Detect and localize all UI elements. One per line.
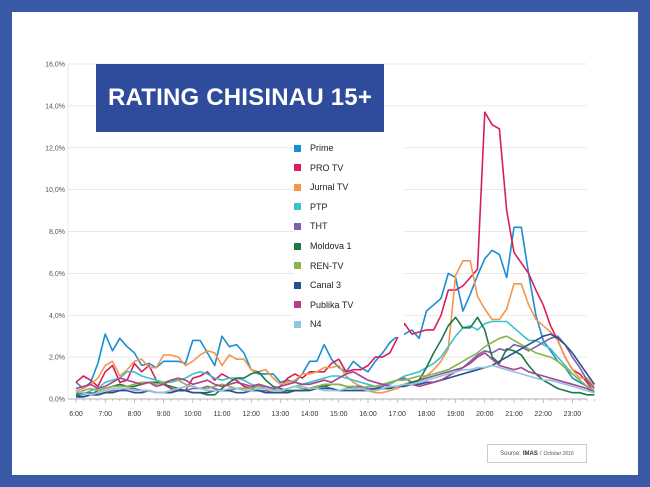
y-tick-label: 12,0% — [45, 145, 65, 152]
legend-item: THT — [294, 219, 328, 233]
legend-swatch — [294, 242, 301, 250]
y-tick-label: 6,0% — [49, 271, 65, 278]
y-tick-label: 2,0% — [49, 355, 65, 362]
legend-label: Canal 3 — [310, 280, 342, 291]
x-tick-label: 18:00 — [418, 411, 436, 418]
x-tick-label: 22:00 — [534, 411, 552, 418]
legend-item: Publika TV — [294, 298, 353, 312]
x-tick-label: 19:00 — [447, 411, 465, 418]
legend-item: REN-TV — [294, 259, 344, 273]
legend-item: PRO TV — [294, 161, 343, 175]
x-tick-label: 15:00 — [330, 411, 348, 418]
legend-swatch — [294, 262, 301, 270]
legend-item: Prime — [294, 141, 334, 155]
chart-title-box: RATING CHISINAU 15+ — [96, 64, 384, 132]
x-tick-label: 17:00 — [388, 411, 406, 418]
source-prefix: Source: — [500, 450, 521, 457]
y-tick-label: 10,0% — [45, 187, 65, 194]
series-line-publika-tv — [75, 352, 595, 394]
x-tick-label: 7:00 — [98, 411, 112, 418]
series-line-prime — [75, 226, 595, 394]
x-tick-label: 14:00 — [301, 411, 319, 418]
source-name: IMAS — [522, 450, 538, 457]
legend-label: REN-TV — [310, 260, 344, 271]
legend-swatch — [294, 203, 301, 211]
series-line-jurnal-tv — [75, 259, 595, 394]
y-tick-label: 16,0% — [45, 62, 65, 69]
legend-item: Moldova 1 — [294, 239, 352, 253]
legend-swatch — [294, 320, 301, 328]
x-tick-label: 23:00 — [564, 411, 582, 418]
legend-item: Canal 3 — [294, 278, 341, 292]
legend-label: PTP — [310, 201, 328, 212]
chart-title: RATING CHISINAU 15+ — [107, 84, 373, 111]
x-tick-label: 10:00 — [184, 411, 202, 418]
source-date: October 2016 — [543, 450, 574, 457]
x-tick-label: 16:00 — [359, 411, 377, 418]
legend-swatch — [294, 164, 301, 172]
legend-item: PTP — [294, 200, 328, 214]
x-tick-label: 8:00 — [128, 411, 142, 418]
legend-swatch — [294, 144, 301, 152]
x-tick-label: 21:00 — [505, 411, 523, 418]
x-tick-label: 12:00 — [242, 411, 260, 418]
legend-label: Moldova 1 — [310, 241, 352, 251]
y-tick-label: 8,0% — [49, 229, 65, 236]
legend-item: N4 — [294, 317, 322, 331]
legend-label: Jurnal TV — [310, 182, 349, 193]
legend-swatch — [294, 183, 301, 191]
legend-label: THT — [310, 221, 328, 232]
series-line-n4 — [75, 364, 595, 396]
legend-swatch — [294, 281, 301, 289]
source-note: Source: IMAS / October 2016 — [487, 444, 587, 463]
source-separator: / — [539, 450, 542, 457]
x-tick-label: 6:00 — [69, 411, 83, 418]
chart-legend: Prime PRO TV Jurnal TV PTP THT Moldova 1 REN-T… — [294, 141, 404, 337]
series-line-ren-tv — [75, 335, 595, 394]
legend-label: N4 — [310, 319, 322, 330]
y-tick-label: 4,0% — [49, 313, 65, 320]
legend-label: PRO TV — [310, 162, 344, 173]
legend-item: Jurnal TV — [294, 180, 348, 194]
x-tick-label: 20:00 — [476, 411, 494, 418]
legend-label: Publika TV — [310, 299, 354, 310]
y-tick-label: 0,0% — [49, 397, 65, 404]
x-tick-label: 13:00 — [272, 411, 290, 418]
x-tick-label: 11:00 — [214, 411, 231, 418]
x-tick-label: 9:00 — [157, 411, 171, 418]
legend-label: Prime — [310, 143, 334, 153]
legend-swatch — [294, 222, 301, 230]
y-tick-label: 14,0% — [45, 103, 65, 110]
legend-swatch — [294, 301, 301, 309]
